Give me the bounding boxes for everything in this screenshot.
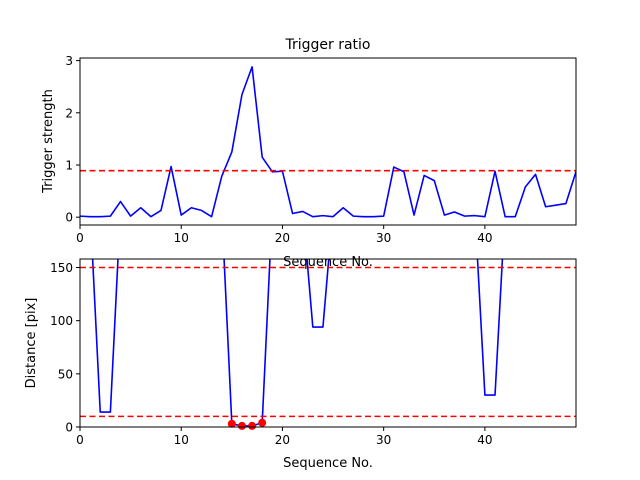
y-axis-label: Distance [pix] [24,298,39,389]
x-tick-label: 40 [477,433,492,447]
highlight-point [237,421,246,430]
highlight-point [227,419,236,428]
chart-title: Trigger ratio [284,37,370,53]
y-tick-label: 0 [65,421,73,435]
y-tick-label: 0 [65,211,73,225]
highlight-point [248,421,257,430]
x-tick-label: 10 [174,231,189,245]
axes-frame [79,57,577,226]
x-tick-label: 10 [174,433,189,447]
y-tick-label: 1 [65,158,73,172]
plot-clip-group [80,66,576,218]
x-tick-label: 0 [76,231,84,245]
plot-area [79,258,577,430]
x-tick-label: 30 [376,433,391,447]
axes-frame [79,258,577,428]
x-tick-label: 0 [76,433,84,447]
x-tick-label: 20 [275,433,290,447]
y-tick-label: 3 [65,54,73,68]
x-tick-label: 40 [477,231,492,245]
series-line [80,66,576,218]
y-tick-label: 2 [65,106,73,120]
x-tick-label: 20 [275,231,290,245]
x-tick-label: 30 [376,231,391,245]
y-tick-label: 100 [50,314,73,328]
y-tick-label: 150 [50,261,73,275]
y-tick-label: 50 [58,367,73,381]
chart-distance: 0 10 20 30 40 0 50 100 150 Sequence No. Distance… [24,258,577,471]
plot-area [79,57,577,226]
plot-clip-group [80,259,576,427]
x-axis-and-y-axis-ticks: 0 10 20 30 40 0 1 2 3 [65,54,492,245]
x-axis-and-y-axis-ticks: 0 10 20 30 40 0 50 100 150 [50,261,492,447]
x-axis-label: Sequence No. [283,456,373,471]
highlight-point [258,418,267,427]
y-axis-label: Trigger strength [41,89,56,194]
